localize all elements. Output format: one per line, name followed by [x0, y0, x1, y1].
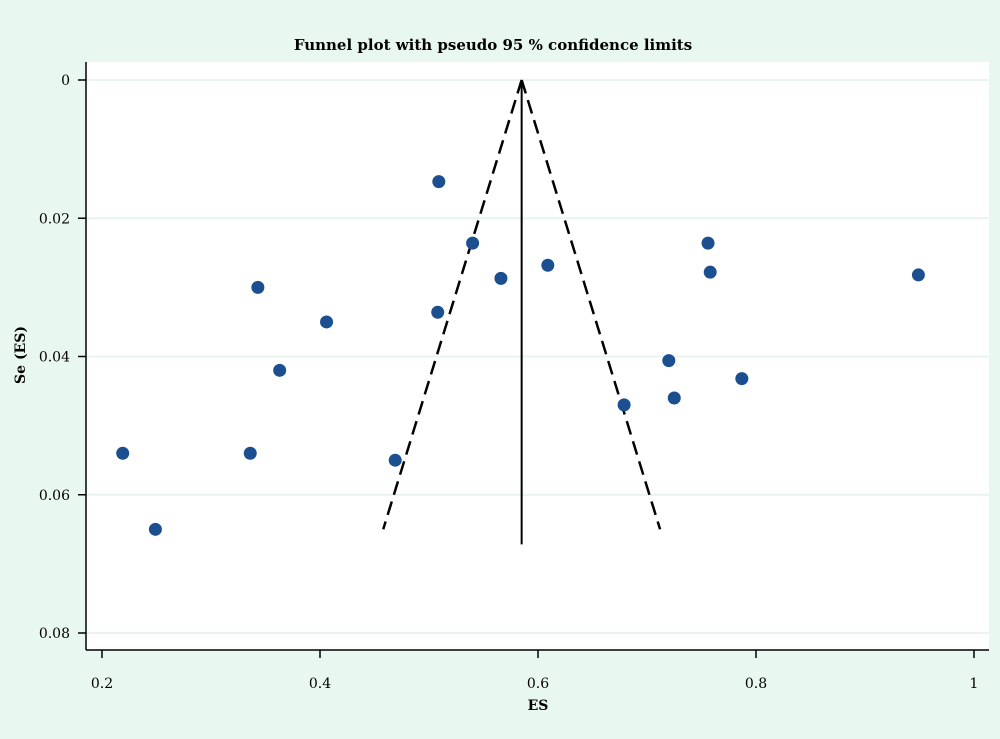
data-point — [388, 453, 402, 467]
funnel-lines — [382, 79, 662, 545]
data-point — [667, 391, 681, 405]
funnel-limit-right — [520, 79, 662, 530]
data-point — [541, 258, 555, 272]
chart-title: Funnel plot with pseudo 95 % confidence … — [294, 36, 692, 54]
data-point — [494, 271, 508, 285]
data-point — [116, 446, 130, 460]
grid-lines — [86, 79, 989, 634]
data-points — [116, 175, 925, 536]
data-point — [273, 363, 287, 377]
data-point — [466, 236, 480, 250]
data-point — [703, 265, 717, 279]
x-tick-label: 0.8 — [745, 676, 767, 692]
data-point — [431, 305, 445, 319]
y-tick-label: 0.02 — [39, 211, 70, 227]
data-point — [148, 522, 162, 536]
x-tick-label: 0.2 — [91, 676, 113, 692]
data-point — [432, 175, 446, 189]
axes — [78, 62, 989, 658]
data-point — [662, 354, 676, 368]
y-axis-title: Se (ES) — [13, 326, 29, 384]
x-tick-label: 0.6 — [527, 676, 549, 692]
data-point — [320, 315, 334, 329]
x-tick-label: 0.4 — [309, 676, 331, 692]
x-tick-label: 1 — [970, 676, 979, 692]
data-point — [911, 268, 925, 282]
tick-labels: 0 0.02 0.04 0.06 0.08 0.2 0.4 0.6 0.8 1 — [39, 73, 979, 692]
y-tick-label: 0 — [61, 73, 70, 89]
data-point — [701, 236, 715, 250]
data-point — [251, 280, 265, 294]
data-point — [735, 372, 749, 386]
y-tick-label: 0.06 — [39, 488, 70, 504]
x-axis-title: ES — [528, 698, 549, 714]
data-point — [617, 398, 631, 412]
y-tick-label: 0.04 — [39, 350, 70, 366]
funnel-limit-left — [382, 79, 523, 530]
data-point — [243, 446, 257, 460]
y-tick-label: 0.08 — [39, 626, 70, 642]
